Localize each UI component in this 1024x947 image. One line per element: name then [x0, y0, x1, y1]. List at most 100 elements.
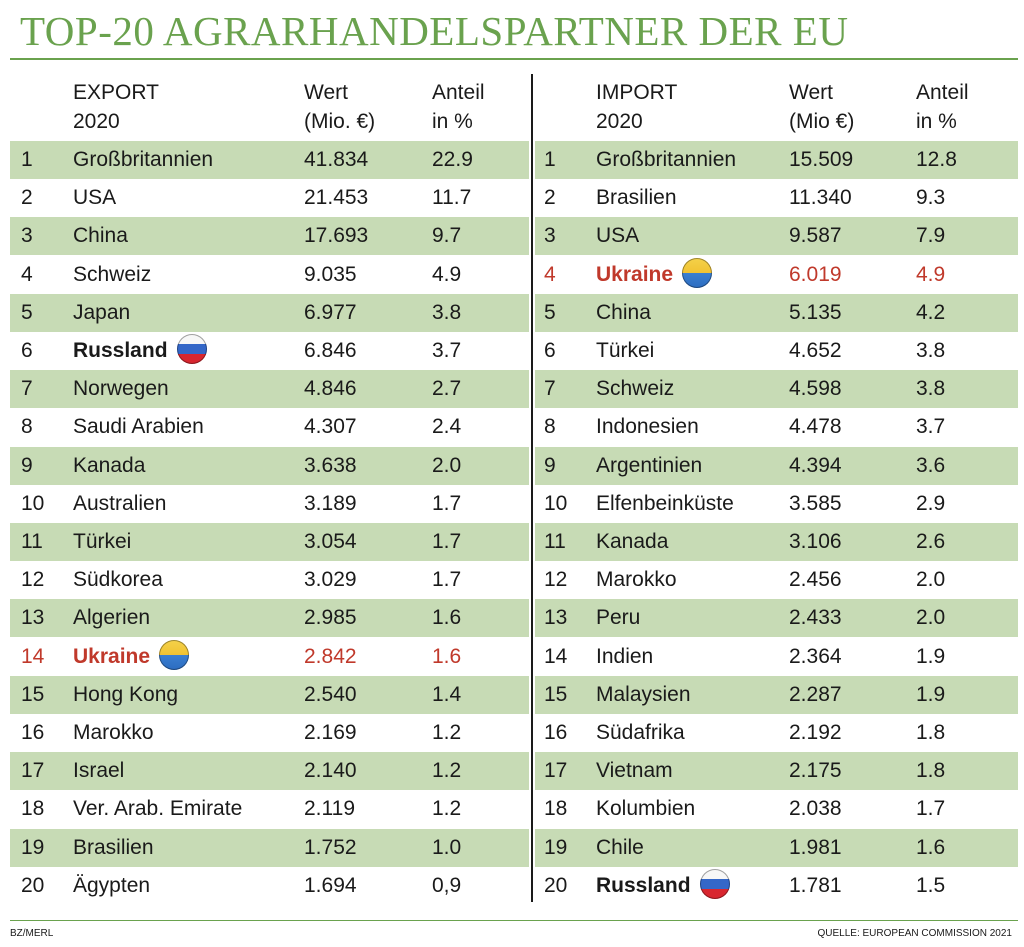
country-name: Kanada	[596, 530, 669, 553]
rank-cell: 10	[21, 492, 45, 515]
country-cell: Indien	[596, 638, 653, 676]
export-partner-header: EXPORT 2020	[73, 78, 159, 136]
country-cell: Elfenbeinküste	[596, 485, 734, 523]
rank-cell: 14	[21, 645, 45, 668]
share-cell: 2.0	[916, 606, 946, 629]
country-name: Türkei	[596, 339, 655, 362]
import-share-header-line2: in %	[916, 110, 957, 133]
rank-cell: 10	[544, 492, 568, 515]
ukraine-flag-icon	[682, 258, 713, 289]
value-cell: 3.029	[304, 568, 357, 591]
value-cell: 3.638	[304, 454, 357, 477]
value-cell: 4.598	[789, 377, 842, 400]
import-value-header-line2: (Mio €)	[789, 110, 855, 133]
value-cell: 15.509	[789, 148, 854, 171]
value-cell: 9.035	[304, 263, 357, 286]
value-cell: 5.135	[789, 301, 842, 324]
table-row: 3 China 17.693 9.7	[10, 217, 529, 255]
country-cell: Argentinien	[596, 447, 702, 485]
import-value-header-line1: Wert	[789, 81, 833, 104]
table-row: 2 Brasilien 11.340 9.3	[535, 179, 1018, 217]
country-cell: Israel	[73, 752, 124, 790]
table-row: 5 China 5.135 4.2	[535, 294, 1018, 332]
share-cell: 12.8	[916, 148, 957, 171]
ukraine-flag-icon	[159, 640, 190, 671]
country-cell: USA	[73, 179, 116, 217]
share-cell: 4.9	[916, 263, 946, 286]
export-value-header: Wert (Mio. €)	[304, 78, 375, 136]
share-cell: 3.6	[916, 454, 946, 477]
table-row: 16 Südafrika 2.192 1.8	[535, 714, 1018, 752]
rank-cell: 16	[544, 721, 568, 744]
rank-cell: 2	[21, 186, 33, 209]
country-name: Ukraine	[596, 263, 674, 286]
country-cell: Türkei	[596, 332, 654, 370]
table-row: 12 Marokko 2.456 2.0	[535, 561, 1018, 599]
country-name: Indonesien	[596, 415, 699, 438]
footer-rule	[10, 920, 1018, 921]
country-name: Algerien	[73, 606, 151, 629]
rank-cell: 1	[544, 148, 556, 171]
value-cell: 9.587	[789, 224, 842, 247]
share-cell: 2.7	[432, 377, 462, 400]
rank-cell: 6	[21, 339, 33, 362]
table-row: 1 Großbritannien 15.509 12.8	[535, 141, 1018, 179]
country-name: Israel	[73, 759, 125, 782]
rank-cell: 20	[21, 874, 45, 897]
country-cell: Russland	[596, 867, 730, 905]
share-cell: 3.7	[432, 339, 462, 362]
table-row: 10 Australien 3.189 1.7	[10, 485, 529, 523]
country-name: Ver. Arab. Emirate	[73, 797, 243, 820]
table-row: 18 Ver. Arab. Emirate 2.119 1.2	[10, 790, 529, 828]
country-cell: Japan	[73, 294, 130, 332]
rank-cell: 13	[544, 606, 568, 629]
table-row: 6 Russland 6.846 3.7	[10, 332, 529, 370]
country-cell: Brasilien	[73, 829, 154, 867]
value-cell: 3.585	[789, 492, 842, 515]
rank-cell: 14	[544, 645, 568, 668]
country-cell: Hong Kong	[73, 676, 178, 714]
table-row: 19 Brasilien 1.752 1.0	[10, 829, 529, 867]
table-row: 2 USA 21.453 11.7	[10, 179, 529, 217]
country-name: Großbritannien	[596, 148, 737, 171]
country-name: Brasilien	[596, 186, 677, 209]
share-cell: 1.8	[916, 759, 946, 782]
value-cell: 1.694	[304, 874, 357, 897]
country-name: Argentinien	[596, 454, 703, 477]
country-cell: Marokko	[596, 561, 677, 599]
country-name: Kanada	[73, 454, 146, 477]
rank-cell: 8	[544, 415, 556, 438]
table-row: 8 Indonesien 4.478 3.7	[535, 408, 1018, 446]
value-cell: 2.140	[304, 759, 357, 782]
rank-cell: 7	[544, 377, 556, 400]
value-cell: 2.842	[304, 645, 357, 668]
export-partner-header-line1: EXPORT	[73, 81, 159, 104]
country-name: Malaysien	[596, 683, 691, 706]
value-cell: 2.456	[789, 568, 842, 591]
country-cell: Südafrika	[596, 714, 685, 752]
russia-flag-icon	[176, 334, 207, 365]
country-cell: Kolumbien	[596, 790, 695, 828]
rank-cell: 19	[544, 836, 568, 859]
value-cell: 17.693	[304, 224, 369, 247]
country-cell: China	[73, 217, 128, 255]
value-cell: 2.540	[304, 683, 357, 706]
share-cell: 1.2	[432, 759, 462, 782]
country-name: Kolumbien	[596, 797, 696, 820]
table-row: 10 Elfenbeinküste 3.585 2.9	[535, 485, 1018, 523]
country-cell: Schweiz	[596, 370, 674, 408]
share-cell: 22.9	[432, 148, 473, 171]
page-title: TOP-20 AGRARHANDELSPARTNER DER EU	[20, 8, 849, 54]
rank-cell: 9	[21, 454, 33, 477]
country-name: China	[596, 301, 651, 324]
import-value-header: Wert (Mio €)	[789, 78, 854, 136]
country-cell: Russland	[73, 332, 207, 370]
country-name: Australien	[73, 492, 167, 515]
table-row: 7 Schweiz 4.598 3.8	[535, 370, 1018, 408]
country-cell: Chile	[596, 829, 644, 867]
rank-cell: 9	[544, 454, 556, 477]
value-cell: 4.652	[789, 339, 842, 362]
value-cell: 6.019	[789, 263, 842, 286]
country-cell: Ukraine	[73, 638, 190, 676]
value-cell: 2.364	[789, 645, 842, 668]
